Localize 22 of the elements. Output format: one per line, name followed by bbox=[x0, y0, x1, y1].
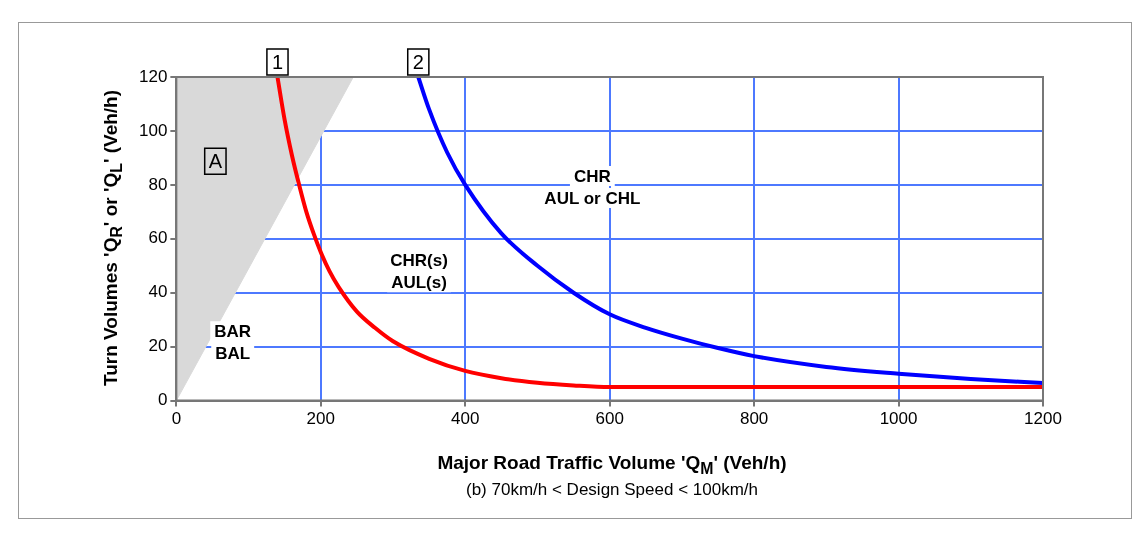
x-axis-title: Major Road Traffic Volume 'Q$_{M}$' (Veh/h) bbox=[436, 452, 788, 478]
y-tick-label: 60 bbox=[148, 228, 168, 248]
y-tick-label: 40 bbox=[148, 282, 168, 302]
annotation: 2 bbox=[412, 50, 424, 73]
y-tick-label: 20 bbox=[148, 336, 168, 356]
x-tick-label: 800 bbox=[739, 409, 769, 429]
y-tick-label: 120 bbox=[138, 66, 168, 86]
x-tick-label: 1200 bbox=[1024, 409, 1062, 429]
annotation: CHR(s) AUL(s) bbox=[390, 250, 448, 292]
y-tick-label: 80 bbox=[148, 174, 168, 194]
annotation: CHR AUL or CHL bbox=[544, 166, 641, 208]
y-tick-label: 0 bbox=[157, 390, 168, 410]
x-tick-label: 600 bbox=[595, 409, 624, 429]
x-tick-label: 0 bbox=[171, 409, 182, 429]
annotation: A bbox=[208, 149, 223, 172]
y-tick-label: 100 bbox=[138, 120, 168, 140]
x-tick-label: 1000 bbox=[879, 409, 918, 429]
annotation: BAR BAL bbox=[214, 322, 252, 364]
text: (b) 70km/h < Design Speed < 100km/h bbox=[465, 480, 759, 500]
x-tick-label: 200 bbox=[306, 409, 335, 429]
annotation: 1 bbox=[271, 50, 284, 73]
x-tick-label: 400 bbox=[451, 409, 480, 429]
